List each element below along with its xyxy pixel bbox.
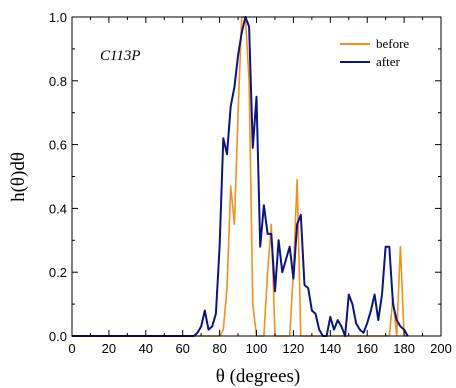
tick-labels: 0 20 40 60 80 100 120 140 160 180 200 0.0 0.2 0.4 0.6 0… <box>49 10 452 356</box>
x-tick-label: 60 <box>175 341 189 356</box>
x-tick-label: 80 <box>212 341 226 356</box>
x-tick-label: 160 <box>356 341 378 356</box>
series-line-after <box>72 16 409 337</box>
y-tick-label: 0.6 <box>49 138 67 153</box>
x-tick-label: 20 <box>102 341 116 356</box>
x-tick-label: 140 <box>319 341 341 356</box>
x-tick-label: 200 <box>430 341 452 356</box>
chart-annotation: C113P <box>100 48 141 64</box>
y-tick-label: 0.8 <box>49 74 67 89</box>
legend: before after <box>340 36 409 69</box>
x-axis-title: θ (degrees) <box>216 366 301 387</box>
x-tick-label: 0 <box>68 341 75 356</box>
legend-label-before: before <box>376 36 409 51</box>
x-tick-label: 120 <box>283 341 305 356</box>
y-tick-label: 0.0 <box>49 329 67 344</box>
y-tick-label: 1.0 <box>49 10 67 25</box>
x-tick-label: 100 <box>246 341 268 356</box>
y-tick-label: 0.2 <box>49 265 67 280</box>
legend-label-after: after <box>376 54 400 69</box>
x-tick-label: 180 <box>393 341 415 356</box>
y-tick-label: 0.4 <box>49 201 67 216</box>
axis-ticks <box>71 16 442 337</box>
y-axis-title: h(θ)dθ <box>8 152 29 202</box>
x-tick-label: 40 <box>139 341 153 356</box>
